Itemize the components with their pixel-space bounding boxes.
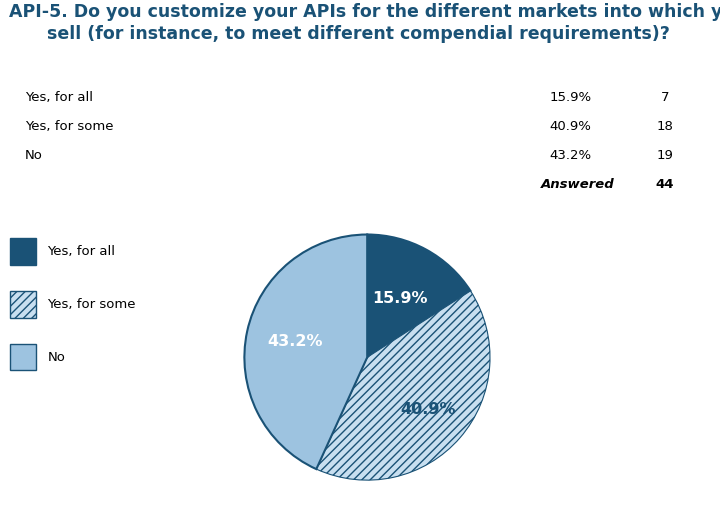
Text: 19: 19 bbox=[657, 149, 673, 162]
Text: No: No bbox=[24, 149, 42, 162]
Text: Yes, for some: Yes, for some bbox=[24, 120, 113, 133]
Text: 7: 7 bbox=[661, 91, 670, 104]
Wedge shape bbox=[367, 235, 470, 357]
Text: 40.9%: 40.9% bbox=[549, 120, 591, 133]
Text: 43.2%: 43.2% bbox=[267, 334, 323, 349]
Text: 18: 18 bbox=[657, 120, 673, 133]
Text: Answered: Answered bbox=[541, 178, 615, 191]
Text: Yes, for all: Yes, for all bbox=[24, 91, 93, 104]
Wedge shape bbox=[316, 291, 490, 480]
Text: %: % bbox=[564, 62, 577, 75]
Wedge shape bbox=[244, 235, 367, 469]
Text: Yes, for all: Yes, for all bbox=[48, 245, 115, 258]
Text: 15.9%: 15.9% bbox=[549, 91, 591, 104]
Bar bbox=[10, 291, 36, 318]
Text: Yes, for some: Yes, for some bbox=[48, 298, 136, 311]
Text: 40.9%: 40.9% bbox=[400, 402, 455, 417]
Text: API-5. Do you customize your APIs for the different markets into which you: API-5. Do you customize your APIs for th… bbox=[9, 3, 720, 21]
Text: Answer: Answer bbox=[238, 62, 293, 75]
Text: 43.2%: 43.2% bbox=[549, 149, 591, 162]
Text: 44: 44 bbox=[656, 178, 675, 191]
Text: 15.9%: 15.9% bbox=[372, 291, 427, 305]
Text: No: No bbox=[48, 351, 66, 364]
Text: Count: Count bbox=[643, 62, 687, 75]
Text: sell (for instance, to meet different compendial requirements)?: sell (for instance, to meet different co… bbox=[47, 25, 670, 43]
Bar bbox=[10, 344, 36, 370]
Bar bbox=[10, 238, 36, 265]
